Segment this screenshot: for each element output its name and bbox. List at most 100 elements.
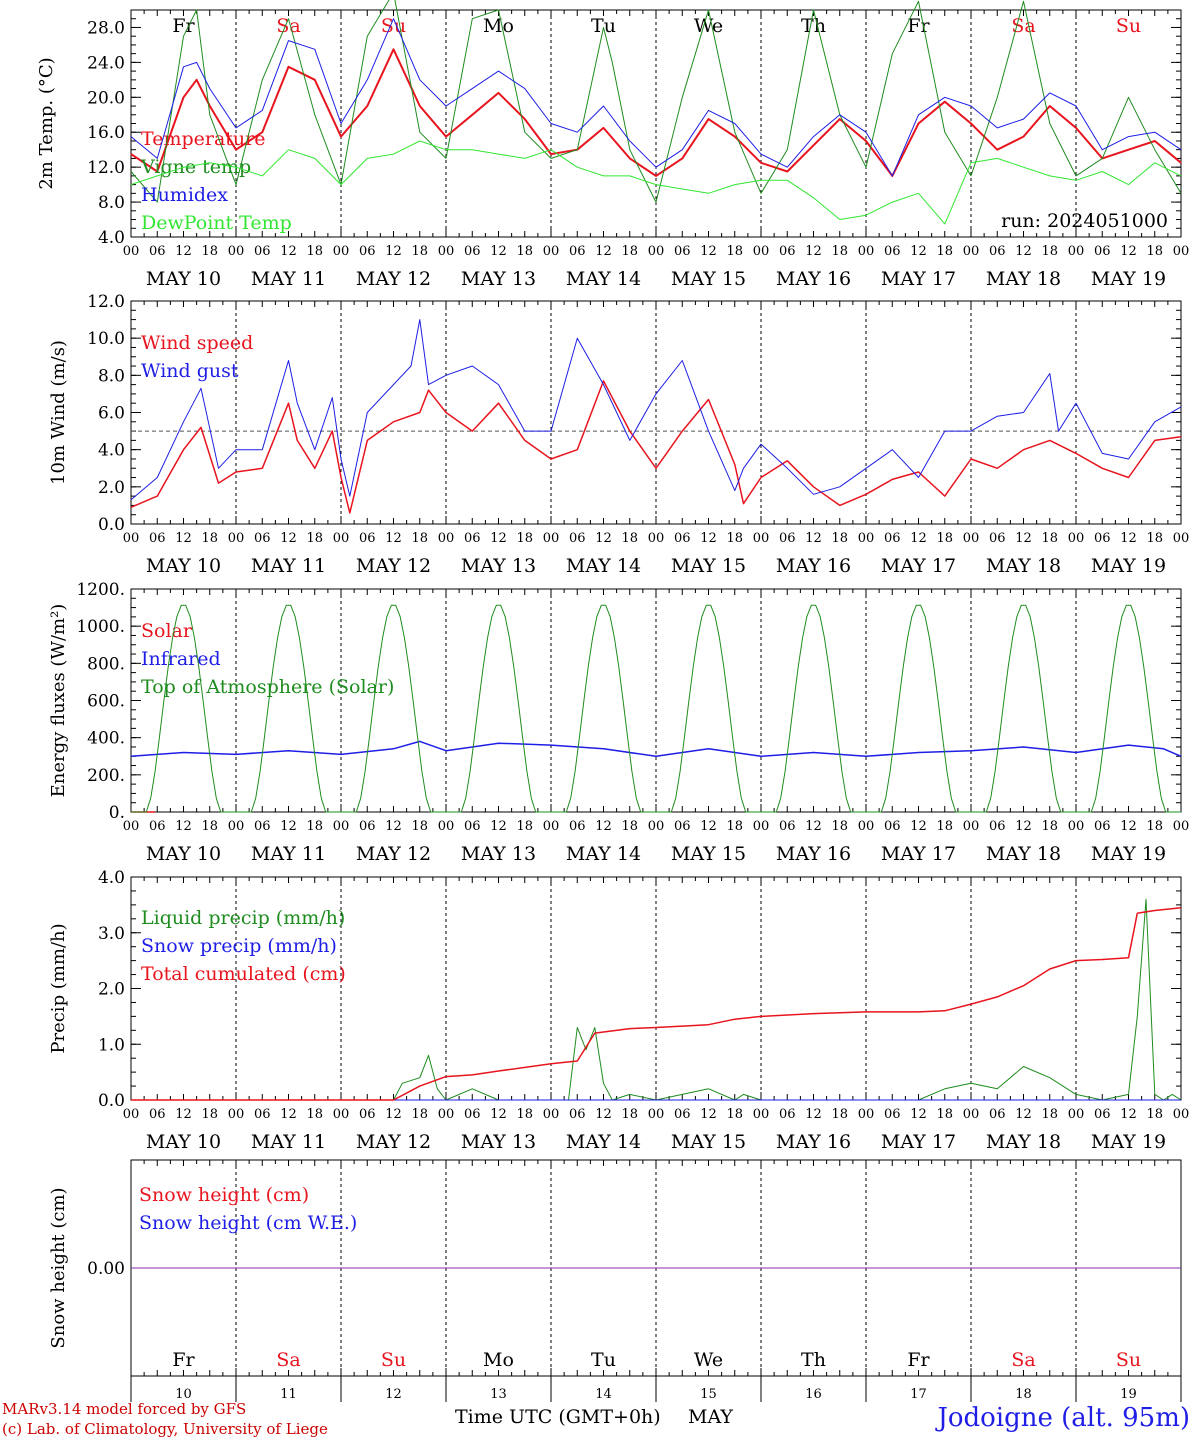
date-label: MAY 15 <box>671 555 746 577</box>
hour-tick-label: 18 <box>936 819 953 834</box>
hour-tick-label: 00 <box>858 819 875 834</box>
hour-tick-label: 00 <box>1173 819 1190 834</box>
y-tick-label: 8.0 <box>98 366 125 386</box>
date-label: MAY 12 <box>356 843 431 865</box>
hour-tick-label: 12 <box>805 244 822 259</box>
hour-tick-label: 00 <box>963 1107 980 1122</box>
series-line-top-of-atmosphere-solar- <box>131 604 1181 813</box>
hour-tick-label: 12 <box>490 1107 507 1122</box>
date-label: MAY 17 <box>881 555 956 577</box>
y-tick-label: 200. <box>87 766 125 786</box>
hour-tick-label: 18 <box>411 244 428 259</box>
hour-tick-label: 12 <box>1120 819 1137 834</box>
hour-tick-label: 12 <box>385 1107 402 1122</box>
series-line-vigne-temp <box>130 0 1182 203</box>
y-tick-label: 1200. <box>76 580 125 600</box>
hour-tick-label: 12 <box>1015 1107 1032 1122</box>
hour-tick-label: 06 <box>884 1107 901 1122</box>
hour-tick-label: 18 <box>1041 1107 1058 1122</box>
y-tick-label: 28.0 <box>87 18 125 38</box>
date-label: MAY 14 <box>566 843 641 865</box>
weekday-label: Su <box>1116 1349 1141 1371</box>
hour-tick-label: 12 <box>805 819 822 834</box>
hour-tick-label: 18 <box>516 244 533 259</box>
hour-tick-label: 18 <box>411 531 428 546</box>
hour-tick-label: 06 <box>989 244 1006 259</box>
x-axis-month: MAY <box>688 1406 733 1428</box>
hour-tick-label: 06 <box>569 1107 586 1122</box>
weekday-label: Su <box>1116 15 1141 37</box>
hour-tick-label: 06 <box>254 1107 271 1122</box>
y-tick-label: 16.0 <box>87 123 125 143</box>
hour-tick-label: 12 <box>385 244 402 259</box>
date-label: MAY 10 <box>146 1131 221 1153</box>
hour-tick-label: 12 <box>595 244 612 259</box>
day-number-label: 15 <box>700 1387 717 1402</box>
hour-tick-label: 12 <box>1120 531 1137 546</box>
hour-tick-label: 18 <box>621 1107 638 1122</box>
hour-tick-label: 06 <box>779 531 796 546</box>
hour-tick-label: 18 <box>1041 244 1058 259</box>
series-line-dewpoint-temp <box>130 140 1182 225</box>
hour-tick-label: 18 <box>726 244 743 259</box>
hour-tick-label: 06 <box>254 531 271 546</box>
y-tick-label: 8.0 <box>98 193 125 213</box>
hour-tick-label: 06 <box>1094 819 1111 834</box>
hour-tick-label: 12 <box>280 531 297 546</box>
hour-tick-label: 12 <box>595 1107 612 1122</box>
hour-tick-label: 18 <box>201 819 218 834</box>
hour-tick-label: 12 <box>1015 531 1032 546</box>
date-label: MAY 12 <box>356 268 431 290</box>
y-tick-label: 10.0 <box>87 329 125 349</box>
hour-tick-label: 00 <box>648 531 665 546</box>
day-number-label: 19 <box>1120 1387 1137 1402</box>
date-label: MAY 11 <box>251 555 326 577</box>
date-label: MAY 19 <box>1091 555 1166 577</box>
hour-tick-label: 00 <box>753 819 770 834</box>
weekday-label: Fr <box>907 15 930 37</box>
run-label: run: 2024051000 <box>1001 210 1168 232</box>
day-number-label: 11 <box>280 1387 297 1402</box>
hour-tick-label: 12 <box>910 244 927 259</box>
hour-tick-label: 12 <box>385 819 402 834</box>
series-line-wind-gust <box>130 319 1182 501</box>
date-label: MAY 15 <box>671 843 746 865</box>
hour-tick-label: 00 <box>543 819 560 834</box>
hour-tick-label: 00 <box>753 1107 770 1122</box>
weekday-label: Fr <box>172 1349 195 1371</box>
hour-tick-label: 12 <box>1015 819 1032 834</box>
hour-tick-label: 06 <box>884 244 901 259</box>
y-axis-title-temp: 2m Temp. (°C) <box>36 57 57 189</box>
hour-tick-label: 00 <box>123 1107 140 1122</box>
date-label: MAY 11 <box>251 1131 326 1153</box>
hour-tick-label: 18 <box>516 1107 533 1122</box>
date-label: MAY 14 <box>566 1131 641 1153</box>
hour-tick-label: 00 <box>438 1107 455 1122</box>
date-label: MAY 15 <box>671 268 746 290</box>
hour-tick-label: 12 <box>700 819 717 834</box>
footer-credit: (c) Lab. of Climatology, University of L… <box>2 1420 328 1438</box>
hour-tick-label: 12 <box>910 819 927 834</box>
hour-tick-label: 00 <box>228 531 245 546</box>
y-tick-label: 4.0 <box>98 228 125 248</box>
weekday-label: Tu <box>591 1349 616 1371</box>
day-number-label: 17 <box>910 1387 927 1402</box>
legend-entry: Snow height (cm W.E.) <box>139 1212 357 1234</box>
legend-entry: Humidex <box>141 184 228 206</box>
footer-model: MARv3.14 model forced by GFS <box>2 1400 246 1418</box>
weekday-label: Tu <box>591 15 616 37</box>
y-tick-label: 800. <box>87 654 125 674</box>
hour-tick-label: 18 <box>831 531 848 546</box>
date-label: MAY 10 <box>146 555 221 577</box>
hour-tick-label: 06 <box>989 1107 1006 1122</box>
hour-tick-label: 12 <box>805 531 822 546</box>
hour-tick-label: 06 <box>569 531 586 546</box>
plot-frame-energy <box>130 588 1182 813</box>
weekday-label: Sa <box>1011 1349 1035 1371</box>
hour-tick-label: 18 <box>621 531 638 546</box>
hour-tick-label: 06 <box>884 531 901 546</box>
hour-tick-label: 12 <box>1015 244 1032 259</box>
y-tick-label: 2.0 <box>98 478 125 498</box>
hour-tick-label: 00 <box>1173 244 1190 259</box>
y-axis-title-wind: 10m Wind (m/s) <box>48 340 69 485</box>
